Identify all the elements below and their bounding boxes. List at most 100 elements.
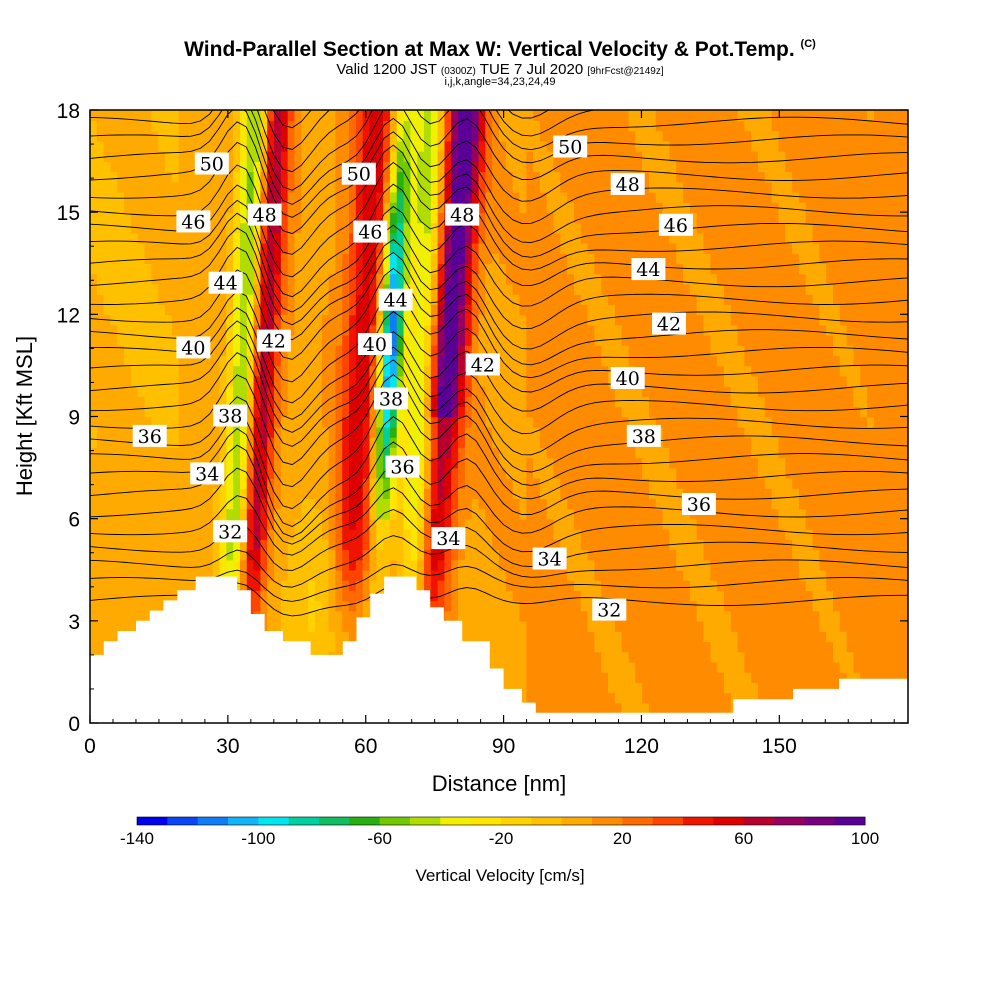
velocity-cell — [287, 620, 296, 632]
velocity-cell — [526, 191, 534, 203]
velocity-cell — [124, 559, 132, 571]
velocity-cell — [321, 201, 330, 213]
velocity-cell — [512, 273, 521, 285]
velocity-cell — [362, 283, 371, 295]
velocity-cell — [492, 283, 500, 295]
velocity-cell — [335, 334, 344, 346]
velocity-cell — [260, 222, 269, 234]
velocity-cell — [151, 365, 159, 377]
velocity-cell — [526, 314, 534, 326]
velocity-cell — [560, 661, 568, 673]
velocity-cell — [608, 355, 616, 367]
velocity-cell — [478, 181, 487, 193]
velocity-cell — [171, 304, 180, 316]
velocity-cell — [171, 528, 180, 540]
velocity-cell — [158, 559, 166, 571]
velocity-cell — [267, 365, 275, 377]
velocity-cell — [526, 263, 534, 275]
velocity-cell — [642, 569, 650, 581]
velocity-cell — [205, 426, 214, 438]
velocity-cell — [648, 682, 657, 694]
velocity-cell — [621, 682, 630, 694]
velocity-cell — [628, 590, 637, 602]
velocity-cell — [471, 620, 480, 632]
velocity-cell — [349, 344, 357, 356]
velocity-cell — [492, 161, 500, 173]
velocity-cell — [621, 518, 630, 530]
velocity-cell — [580, 396, 589, 408]
velocity-cell — [533, 201, 541, 213]
velocity-cell — [192, 253, 200, 265]
velocity-cell — [648, 579, 657, 591]
velocity-cell — [512, 263, 521, 275]
velocity-cell — [614, 324, 623, 336]
velocity-cell — [362, 447, 371, 459]
velocity-cell — [464, 181, 473, 193]
velocity-cell — [478, 569, 487, 581]
velocity-cell — [580, 447, 589, 459]
velocity-cell — [137, 518, 146, 530]
velocity-cell — [158, 406, 166, 418]
velocity-cell — [458, 293, 466, 305]
velocity-cell — [355, 488, 364, 500]
velocity-cell — [553, 569, 562, 581]
velocity-cell — [573, 651, 582, 663]
velocity-cell — [239, 181, 248, 193]
velocity-cell — [580, 283, 589, 295]
velocity-cell — [485, 334, 493, 346]
velocity-cell — [594, 467, 603, 479]
velocity-cell — [499, 498, 507, 510]
velocity-cell — [267, 355, 275, 367]
velocity-cell — [110, 293, 119, 305]
velocity-cell — [601, 518, 609, 530]
velocity-cell — [335, 253, 344, 265]
velocity-cell — [301, 242, 309, 254]
velocity-cell — [192, 324, 200, 336]
velocity-cell — [328, 600, 337, 612]
velocity-cell — [342, 365, 350, 377]
velocity-cell — [239, 293, 248, 305]
velocity-cell — [171, 539, 180, 551]
velocity-cell — [383, 549, 391, 561]
velocity-cell — [539, 242, 548, 254]
velocity-cell — [376, 263, 384, 275]
velocity-cell — [110, 344, 119, 356]
velocity-cell — [287, 559, 296, 571]
velocity-cell — [567, 528, 575, 540]
velocity-cell — [430, 181, 439, 193]
velocity-cell — [608, 304, 616, 316]
velocity-cell — [560, 508, 568, 520]
velocity-cell — [526, 110, 534, 122]
velocity-cell — [90, 355, 98, 367]
velocity-cell — [519, 365, 528, 377]
velocity-cell — [567, 201, 575, 213]
velocity-cell — [546, 191, 555, 203]
velocity-cell — [478, 416, 487, 428]
velocity-cell — [287, 334, 296, 346]
velocity-cell — [287, 314, 296, 326]
velocity-cell — [137, 344, 146, 356]
velocity-cell — [328, 222, 337, 234]
velocity-cell — [389, 273, 398, 285]
velocity-cell — [321, 283, 330, 295]
velocity-cell — [430, 263, 439, 275]
velocity-cell — [124, 385, 132, 397]
velocity-cell — [103, 344, 112, 356]
velocity-cell — [512, 569, 521, 581]
velocity-cell — [451, 467, 459, 479]
velocity-cell — [130, 120, 139, 132]
velocity-cell — [546, 692, 555, 704]
velocity-cell — [110, 365, 119, 377]
velocity-cell — [349, 242, 357, 254]
velocity-cell — [519, 620, 528, 632]
velocity-cell — [171, 171, 180, 183]
velocity-cell — [437, 488, 446, 500]
velocity-cell — [505, 498, 514, 510]
velocity-cell — [573, 641, 582, 653]
velocity-cell — [430, 344, 439, 356]
velocity-cell — [533, 457, 541, 469]
velocity-cell — [301, 610, 309, 622]
velocity-cell — [280, 232, 289, 244]
velocity-cell — [553, 682, 562, 694]
velocity-cell — [260, 232, 269, 244]
